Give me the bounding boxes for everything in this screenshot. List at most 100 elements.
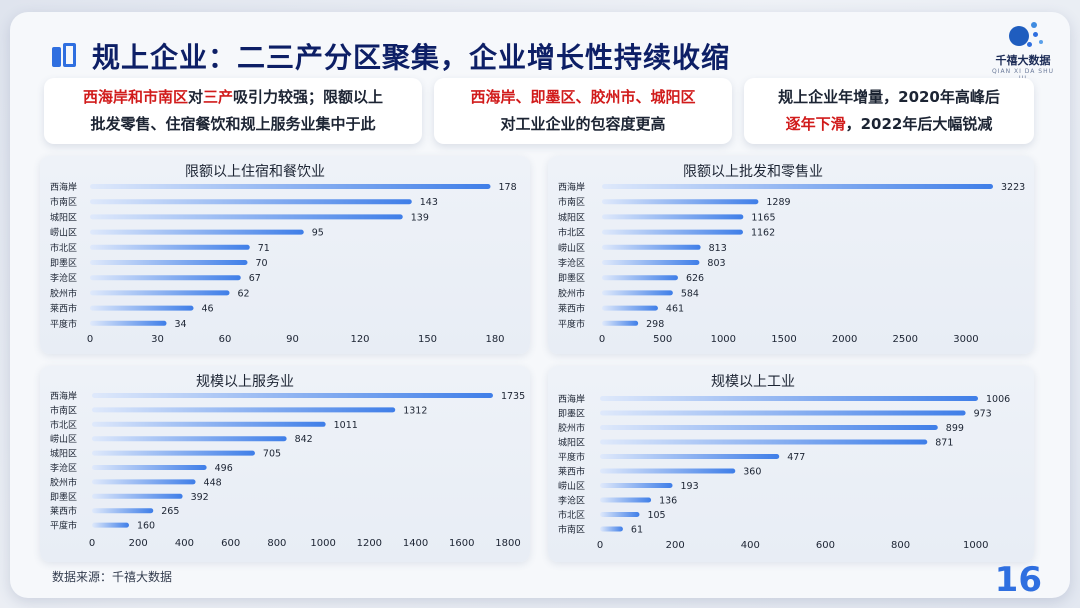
bar <box>90 214 403 220</box>
category-label: 城阳区 <box>558 212 585 223</box>
category-label: 崂山区 <box>50 434 77 445</box>
tick-label: 600 <box>816 540 835 551</box>
callout-text: 规上企业年增量，2020年高峰后 <box>778 88 1000 106</box>
category-label: 平度市 <box>558 318 585 330</box>
chart-title: 限额以上住宿和餐饮业 <box>185 163 325 180</box>
value-label: 143 <box>420 197 438 208</box>
data-source: 数据来源：千禧大数据 <box>52 570 173 584</box>
bar <box>602 214 744 220</box>
tick-label: 1000 <box>310 538 335 549</box>
bar <box>602 305 658 311</box>
callout-text: ，2022年后大幅锐减 <box>845 115 993 133</box>
callout-text: 吸引力较强；限额以上 <box>233 88 384 106</box>
value-label: 1006 <box>986 394 1010 405</box>
tick-label: 1800 <box>495 538 520 549</box>
category-label: 市北区 <box>50 242 77 254</box>
bar <box>90 275 241 281</box>
bar <box>602 184 993 189</box>
value-label: 105 <box>647 510 665 521</box>
tick-label: 90 <box>286 334 299 345</box>
category-label: 李沧区 <box>50 272 77 284</box>
category-label: 李沧区 <box>558 495 585 507</box>
chart-panel-catering: 限额以上住宿和餐饮业 西海岸 178 市南区 143 城阳区 139 崂山区 95 市北区 71 即墨… <box>40 156 530 354</box>
category-label: 莱西市 <box>558 303 585 315</box>
category-label: 即墨区 <box>558 273 585 284</box>
tick-label: 400 <box>741 540 760 551</box>
chart-title: 规模以上工业 <box>711 374 795 390</box>
callout-text-red: 西海岸和市南区 <box>82 88 188 106</box>
category-label: 西海岸 <box>50 181 77 193</box>
bar <box>92 493 183 499</box>
value-label: 584 <box>681 288 699 299</box>
bar <box>92 421 326 427</box>
chart-panel-retail: 限额以上批发和零售业 西海岸 3223 市南区 1289 城阳区 1165 市北区 1162 崂山… <box>548 156 1034 354</box>
callout-line: 西海岸、即墨区、胶州市、城阳区 <box>470 84 695 111</box>
tick-label: 1400 <box>403 538 428 549</box>
category-label: 城阳区 <box>50 449 77 460</box>
chart-panel-industry: 规模以上工业 西海岸 1006 即墨区 973 胶州市 899 城阳区 871 平度市 477 莱西市… <box>548 366 1034 562</box>
bar <box>90 244 250 250</box>
bar <box>602 229 743 235</box>
value-label: 461 <box>666 304 684 315</box>
category-label: 莱西市 <box>558 466 585 478</box>
tick-label: 600 <box>221 538 240 549</box>
page-title: 规上企业：二三产分区聚集，企业增长性持续收缩 <box>92 41 731 74</box>
bar <box>90 320 167 326</box>
bar <box>600 512 640 517</box>
callout-text-red: 西海岸、即墨区、胶州市、城阳区 <box>470 88 696 106</box>
category-label: 市南区 <box>50 404 77 416</box>
category-label: 市北区 <box>50 419 77 431</box>
value-label: 61 <box>631 525 643 536</box>
category-label: 平度市 <box>558 451 585 463</box>
bar <box>602 290 673 296</box>
tick-label: 1600 <box>449 538 474 549</box>
category-label: 西海岸 <box>558 393 585 405</box>
chart-title: 规模以上服务业 <box>196 374 294 390</box>
value-label: 34 <box>175 319 187 330</box>
bar <box>602 260 700 265</box>
category-label: 即墨区 <box>558 409 585 420</box>
value-label: 392 <box>191 492 209 503</box>
callout-line: 西海岸和市南区对三产吸引力较强；限额以上 <box>83 84 383 111</box>
callout-text-red: 逐年下滑 <box>785 115 846 133</box>
bar <box>600 425 938 430</box>
tick-label: 0 <box>597 540 603 551</box>
bar <box>92 450 255 456</box>
value-label: 71 <box>258 243 270 254</box>
value-label: 1165 <box>751 212 775 223</box>
bar <box>600 454 780 459</box>
tick-label: 1000 <box>711 334 736 345</box>
chart-panel-services: 规模以上服务业 西海岸 1735 市南区 1312 市北区 1011 崂山区 842 城阳区 705… <box>40 366 530 562</box>
tick-label: 1200 <box>357 538 382 549</box>
bar <box>92 436 287 442</box>
category-label: 崂山区 <box>50 228 77 239</box>
bar <box>90 305 194 311</box>
callout-line: 批发零售、住宿餐饮和规上服务业集中于此 <box>90 111 375 138</box>
callout-text: 对工业企业的包容度更高 <box>500 115 666 133</box>
category-label: 胶州市 <box>558 287 585 299</box>
value-label: 360 <box>743 467 761 478</box>
callout-card: 西海岸、即墨区、胶州市、城阳区 对工业企业的包容度更高 <box>434 78 732 144</box>
bar <box>90 229 304 235</box>
bar <box>602 320 639 326</box>
category-label: 平度市 <box>50 520 77 532</box>
category-label: 崂山区 <box>558 243 585 254</box>
tick-label: 800 <box>891 540 910 551</box>
chart-title: 限额以上批发和零售业 <box>683 164 823 180</box>
bar <box>600 497 652 503</box>
category-label: 市南区 <box>50 196 77 208</box>
category-label: 即墨区 <box>50 258 77 269</box>
category-label: 李沧区 <box>558 257 585 269</box>
category-label: 胶州市 <box>558 422 585 434</box>
tick-label: 500 <box>653 334 672 345</box>
bar <box>92 465 207 470</box>
value-label: 1011 <box>334 420 358 431</box>
bar <box>92 508 154 514</box>
value-label: 1312 <box>403 405 427 416</box>
bar <box>92 407 396 413</box>
value-label: 496 <box>215 463 233 474</box>
category-label: 市南区 <box>558 196 585 208</box>
logo: 千禧大数据 QIAN XI DA SHU JU <box>988 20 1058 82</box>
